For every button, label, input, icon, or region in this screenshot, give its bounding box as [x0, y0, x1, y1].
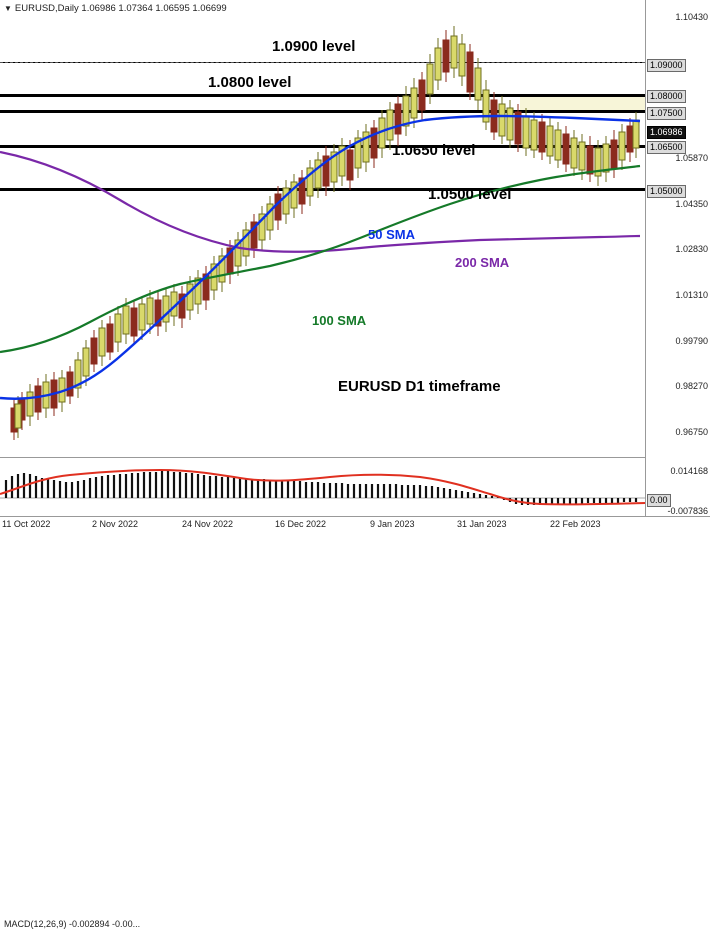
symbol-header: ▼ EURUSD,Daily 1.06986 1.07364 1.06595 1.…: [4, 3, 227, 14]
annotation-200-sma: 200 SMA: [455, 255, 510, 270]
resistance-zone-highlight: [520, 95, 645, 111]
sma50-line: [0, 114, 641, 400]
ytick-1-10430: 1.10430: [675, 12, 708, 22]
price-tag-1-06500: 1.06500: [647, 141, 686, 154]
annotation-50-sma: 50 SMA: [368, 227, 415, 242]
price-tag-current: 1.06986: [647, 126, 686, 139]
annotation-1-0500: 1.0500 level: [428, 186, 512, 203]
macd-header: MACD(12,26,9) -0.002894 -0.00...: [4, 919, 141, 929]
ytick-1-02830: 1.02830: [675, 244, 708, 254]
price-tag-1-08000: 1.08000: [647, 90, 686, 103]
sma200-line: [0, 150, 641, 253]
macd-tick-0-014168: 0.014168: [670, 466, 708, 476]
macd-tag-zero: 0.00: [647, 494, 671, 507]
xtick-2: 24 Nov 2022: [182, 519, 234, 529]
macd-signal-line: [0, 468, 646, 506]
xtick-5: 31 Jan 2023: [457, 519, 507, 529]
candlestick-series: [10, 26, 640, 440]
ytick-1-04350: 1.04350: [675, 199, 708, 209]
xtick-4: 9 Jan 2023: [370, 519, 415, 529]
macd-series-layer: [0, 468, 646, 506]
annotation-timeframe: EURUSD D1 timeframe: [338, 378, 501, 395]
price-tag-1-09000: 1.09000: [647, 59, 686, 72]
xtick-6: 22 Feb 2023: [550, 519, 601, 529]
price-tag-1-05000: 1.05000: [647, 185, 686, 198]
macd-pane[interactable]: MACD(12,26,9) -0.002894 -0.00...: [0, 458, 646, 929]
xtick-1: 2 Nov 2022: [92, 519, 139, 529]
collapse-icon[interactable]: ▼: [4, 4, 12, 13]
annotation-1-0800: 1.0800 level: [208, 74, 292, 91]
pane-separator: [0, 457, 645, 458]
ytick-1-05870: 1.05870: [675, 153, 708, 163]
ytick-0-98270: 0.98270: [675, 381, 708, 391]
annotation-1-0650: 1.0650 level: [392, 142, 476, 159]
level-line-1-0750: [0, 110, 645, 113]
level-line-1-0500: [0, 188, 645, 191]
price-tag-1-07500: 1.07500: [647, 107, 686, 120]
price-series-layer: [0, 26, 641, 440]
ytick-0-99790: 0.99790: [675, 336, 708, 346]
macd-tick-neg-0-007836: -0.007836: [667, 506, 708, 516]
level-line-1-0650: [0, 145, 645, 148]
annotation-1-0900: 1.0900 level: [272, 38, 356, 55]
macd-histogram: [4, 471, 638, 505]
xtick-0: 11 Oct 2022: [2, 519, 51, 529]
annotation-100-sma: 100 SMA: [312, 313, 367, 328]
level-line-1-0900: [0, 62, 645, 63]
time-axis[interactable]: 11 Oct 2022 2 Nov 2022 24 Nov 2022 16 De…: [0, 516, 710, 533]
ytick-0-96750: 0.96750: [675, 427, 708, 437]
level-line-1-0800: [0, 94, 645, 97]
ytick-1-01310: 1.01310: [675, 290, 708, 300]
price-axis[interactable]: 1.10430 1.05870 1.04350 1.02830 1.01310 …: [645, 0, 710, 516]
sma100-line: [0, 164, 641, 354]
xtick-3: 16 Dec 2022: [275, 519, 327, 529]
price-pane[interactable]: 1.0900 level 1.0800 level 1.0650 level 1…: [0, 0, 645, 458]
symbol-header-text: EURUSD,Daily 1.06986 1.07364 1.06595 1.0…: [14, 3, 227, 14]
